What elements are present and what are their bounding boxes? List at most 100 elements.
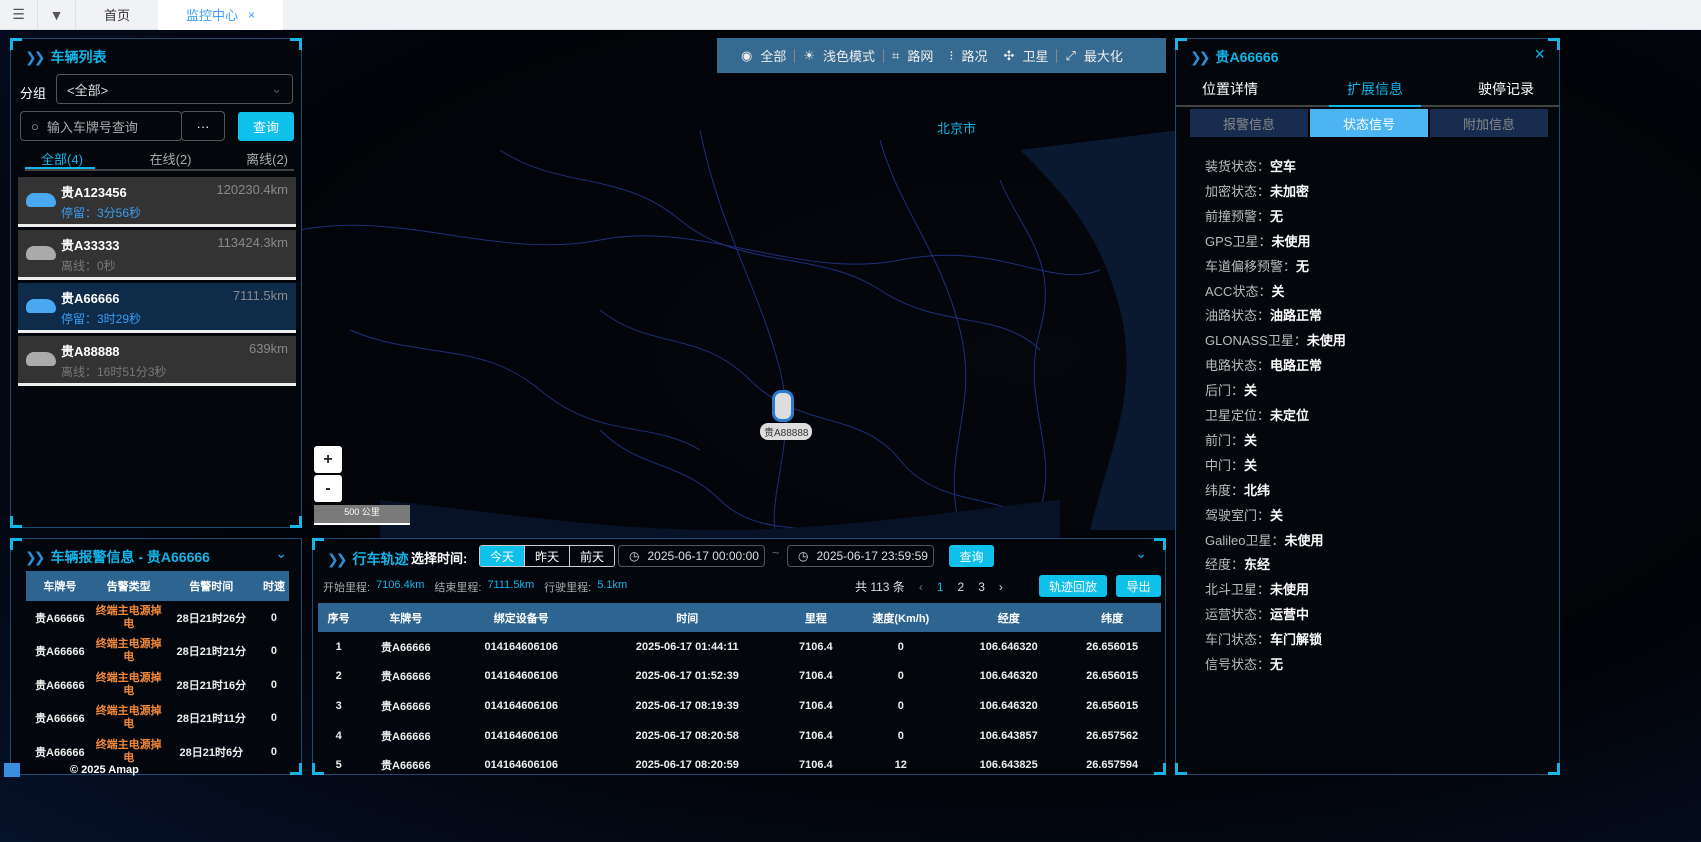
collapse-chevron-icon[interactable]: ⌄	[1135, 545, 1147, 561]
status-field: 电路状态：电路正常	[1205, 355, 1322, 374]
tool-road-network[interactable]: ⌗ 路网	[884, 46, 941, 65]
vehicle-mileage: 113424.3km	[217, 235, 288, 250]
start-time-input[interactable]: ◷ 2025-06-17 00:00:00	[618, 545, 765, 567]
tab-monitor-center[interactable]: 监控中心 ×	[158, 0, 284, 30]
subtab-alarm-info[interactable]: 报警信息	[1190, 109, 1308, 137]
status-field: Galileo卫星：未使用	[1205, 530, 1323, 549]
zoom-in-button[interactable]: +	[314, 446, 342, 473]
playback-button[interactable]: 轨迹回放	[1039, 575, 1107, 597]
query-button[interactable]: 查询	[238, 112, 294, 141]
table-cell: 0	[270, 611, 278, 624]
divider	[1056, 48, 1058, 63]
menu-icon[interactable]: ☰	[0, 0, 38, 30]
day-button[interactable]: 昨天	[524, 546, 569, 566]
day-button[interactable]: 前天	[569, 546, 614, 566]
plate-search-input[interactable]: ○ 输入车牌号查询	[20, 111, 182, 141]
column-header: 车牌号	[26, 571, 94, 601]
collapse-chevron-icon[interactable]: ⌄	[275, 545, 287, 561]
status-field: 中门：关	[1205, 455, 1257, 474]
table-cell: 0	[270, 678, 278, 691]
group-select[interactable]: <全部> ⌄	[56, 74, 293, 104]
table-cell: 28日21时11分	[176, 713, 246, 726]
status-field: GPS卫星：未使用	[1205, 231, 1310, 250]
sun-icon: ☀	[803, 47, 816, 63]
tool-traffic[interactable]: ⁝ 路况	[941, 46, 995, 65]
column-header: 纬度	[1063, 603, 1161, 632]
status-field: 车门状态：车门解锁	[1205, 629, 1322, 648]
table-row[interactable]: 5 贵A66666 014164606106 2025-06-17 08:20:59 7…	[318, 750, 1161, 780]
close-icon[interactable]: ×	[248, 7, 256, 22]
tool-maximize[interactable]: ⤢ 最大化	[1057, 46, 1130, 65]
field-label: 纬度：	[1205, 482, 1245, 498]
vehicle-item[interactable]: 贵A88888 639km 离线：16时51分3秒	[18, 336, 296, 386]
time-label: 选择时间:	[411, 551, 468, 566]
tab-offline[interactable]: 离线(2)	[246, 152, 288, 167]
vehicle-marker-icon[interactable]	[772, 390, 794, 422]
table-cell: 014164606106	[484, 729, 558, 742]
end-time-input[interactable]: ◷ 2025-06-17 23:59:59	[787, 545, 934, 567]
tab-stop-records[interactable]: 驶停记录	[1478, 81, 1534, 97]
range-separator: ~	[772, 545, 780, 560]
total-count: 共 113 条	[855, 580, 905, 594]
subtab-additional-info[interactable]: 附加信息	[1430, 109, 1548, 137]
table-cell: 0	[270, 712, 278, 725]
page-2[interactable]: 2	[957, 579, 965, 594]
page-3[interactable]: 3	[978, 579, 985, 594]
table-row[interactable]: 贵A66666 终端主电源掉电 28日21时16分 0	[26, 668, 289, 702]
tool-label: 最大化	[1083, 49, 1123, 64]
page-1[interactable]: 1	[936, 579, 944, 594]
vehicle-status: 离线：16时51分3秒	[61, 365, 167, 379]
table-cell: 106.646320	[979, 670, 1038, 683]
table-row[interactable]: 贵A66666 终端主电源掉电 28日21时21分 0	[26, 635, 289, 669]
column-header: 时速	[258, 571, 289, 601]
table-cell: 终端主电源掉电	[95, 738, 162, 764]
table-row[interactable]: 4 贵A66666 014164606106 2025-06-17 08:20:58 7…	[318, 721, 1161, 751]
more-button[interactable]: ···	[181, 111, 225, 141]
table-cell: 26.656015	[1086, 699, 1139, 712]
marker-label: 贵A88888	[760, 423, 813, 440]
panel-title: ❯❯ 车辆报警信息 - 贵A66666	[25, 548, 210, 566]
table-row[interactable]: 1 贵A66666 014164606106 2025-06-17 01:44:11 7…	[318, 632, 1161, 662]
tab-all[interactable]: 全部(4)	[25, 149, 95, 169]
tool-all[interactable]: ◉ 全部	[733, 46, 794, 65]
traffic-light-icon: ⁝	[949, 47, 954, 63]
tab-location-detail[interactable]: 位置详情	[1202, 81, 1258, 97]
tool-satellite[interactable]: ✣ 卫星	[996, 46, 1057, 65]
subtab-status-signal[interactable]: 状态信号	[1310, 109, 1428, 137]
next-page-button[interactable]: ›	[998, 579, 1003, 594]
table-cell: 贵A66666	[381, 671, 431, 684]
export-button[interactable]: 导出	[1116, 575, 1161, 597]
vehicle-status: 停留：3分56秒	[61, 206, 142, 220]
column-header: 时间	[590, 603, 785, 632]
tool-light-mode[interactable]: ☀ 浅色模式	[795, 46, 883, 65]
tab-home[interactable]: 首页	[76, 0, 158, 30]
field-value: 无	[1270, 657, 1284, 672]
table-row[interactable]: 贵A66666 终端主电源掉电 28日21时26分 0	[26, 601, 289, 635]
table-row[interactable]: 2 贵A66666 014164606106 2025-06-17 01:52:39 7…	[318, 662, 1161, 692]
field-value: 未使用	[1271, 233, 1311, 249]
dropdown-icon[interactable]: ▼	[38, 0, 76, 30]
table-row[interactable]: 3 贵A66666 014164606106 2025-06-17 08:19:39 7…	[318, 691, 1161, 721]
column-header: 里程	[784, 603, 848, 632]
table-cell: 贵A66666	[35, 612, 85, 625]
status-field: 前撞预警：无	[1205, 206, 1283, 225]
close-icon[interactable]: ×	[1534, 44, 1545, 64]
tab-extended-info[interactable]: 扩展信息	[1329, 79, 1421, 107]
prev-page-button[interactable]: ‹	[918, 579, 923, 594]
field-value: 车门解锁	[1270, 632, 1323, 648]
track-query-button[interactable]: 查询	[949, 545, 994, 567]
zoom-out-button[interactable]: -	[314, 475, 342, 502]
table-row[interactable]: 贵A66666 终端主电源掉电 28日21时6分 0	[26, 735, 289, 769]
vehicle-item[interactable]: 贵A123456 120230.4km 停留：3分56秒	[18, 177, 296, 227]
table-cell: 28日21时21分	[176, 646, 247, 659]
tab-online[interactable]: 在线(2)	[149, 152, 192, 167]
field-value: 东经	[1244, 557, 1271, 573]
eye-icon: ◉	[741, 47, 753, 63]
road-network-icon: ⌗	[892, 47, 900, 63]
day-button[interactable]: 今天	[480, 546, 525, 566]
vehicle-item[interactable]: 贵A66666 7111.5km 停留：3时29秒	[18, 283, 296, 333]
table-row[interactable]: 贵A66666 终端主电源掉电 28日21时11分 0	[26, 702, 289, 736]
field-label: 北斗卫星：	[1205, 582, 1271, 598]
field-label: 卫星定位：	[1205, 408, 1271, 423]
vehicle-item[interactable]: 贵A33333 113424.3km 离线：0秒	[18, 230, 296, 280]
